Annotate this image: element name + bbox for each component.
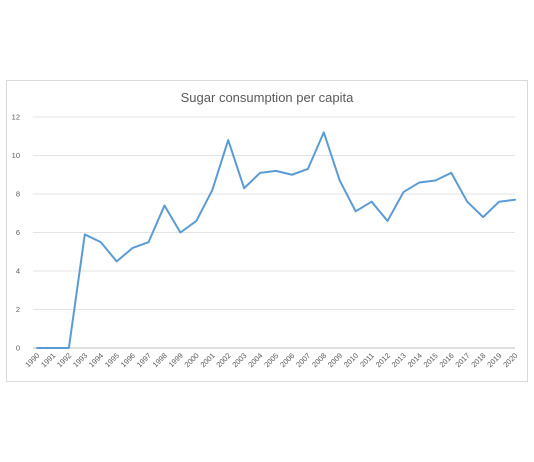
x-tick-label: 1996 bbox=[119, 351, 137, 369]
data-point bbox=[275, 170, 277, 172]
x-tick-label: 1997 bbox=[135, 351, 153, 369]
data-point bbox=[466, 201, 468, 203]
data-point bbox=[498, 201, 500, 203]
x-tick-label: 2013 bbox=[390, 351, 408, 369]
x-tick-label: 2020 bbox=[501, 351, 519, 369]
y-tick-label: 2 bbox=[16, 305, 20, 314]
x-tick-label: 2004 bbox=[246, 351, 264, 369]
data-point bbox=[195, 220, 197, 222]
data-point bbox=[115, 260, 117, 262]
x-tick-label: 1993 bbox=[71, 351, 89, 369]
y-tick-label: 10 bbox=[12, 151, 20, 160]
x-tick-label: 2014 bbox=[406, 351, 424, 369]
data-point bbox=[307, 168, 309, 170]
data-point bbox=[450, 172, 452, 174]
chart-area bbox=[6, 80, 528, 382]
x-axis: 1990199119921993199419951996199719981999… bbox=[23, 351, 519, 369]
x-tick-label: 2016 bbox=[438, 351, 456, 369]
gridlines bbox=[33, 116, 515, 349]
data-point bbox=[100, 241, 102, 243]
x-tick-label: 1999 bbox=[167, 351, 185, 369]
x-tick-label: 2008 bbox=[310, 351, 328, 369]
data-point bbox=[291, 174, 293, 176]
x-tick-label: 2019 bbox=[485, 351, 503, 369]
x-tick-label: 2000 bbox=[183, 351, 201, 369]
data-point bbox=[211, 189, 213, 191]
data-point bbox=[68, 347, 70, 349]
data-point bbox=[402, 191, 404, 193]
x-tick-label: 1998 bbox=[151, 351, 169, 369]
y-tick-label: 4 bbox=[16, 267, 20, 276]
y-tick-label: 6 bbox=[16, 228, 20, 237]
x-tick-label: 1992 bbox=[55, 351, 73, 369]
data-point bbox=[339, 179, 341, 181]
series-line bbox=[36, 131, 516, 349]
data-point bbox=[131, 247, 133, 249]
data-point bbox=[354, 210, 356, 212]
x-tick-label: 1995 bbox=[103, 351, 121, 369]
x-tick-label: 2006 bbox=[278, 351, 296, 369]
data-point bbox=[386, 220, 388, 222]
data-point bbox=[227, 139, 229, 141]
x-tick-label: 2005 bbox=[262, 351, 280, 369]
x-tick-label: 1994 bbox=[87, 351, 105, 369]
y-tick-label: 12 bbox=[12, 113, 20, 122]
data-point bbox=[52, 347, 54, 349]
x-tick-label: 2007 bbox=[294, 351, 312, 369]
data-point bbox=[370, 201, 372, 203]
data-point bbox=[434, 179, 436, 181]
x-tick-label: 1991 bbox=[39, 351, 57, 369]
x-tick-label: 2003 bbox=[230, 351, 248, 369]
x-tick-label: 2002 bbox=[214, 351, 232, 369]
y-axis: 0 2 4 6 8 10 12 bbox=[12, 113, 20, 353]
data-point bbox=[243, 187, 245, 189]
y-tick-label: 8 bbox=[16, 190, 20, 199]
x-tick-label: 2015 bbox=[422, 351, 440, 369]
x-tick-label: 2009 bbox=[326, 351, 344, 369]
x-tick-label: 1990 bbox=[23, 351, 41, 369]
x-tick-label: 2018 bbox=[469, 351, 487, 369]
x-tick-label: 2012 bbox=[374, 351, 392, 369]
data-point bbox=[323, 131, 325, 133]
data-point bbox=[179, 231, 181, 233]
data-point bbox=[418, 181, 420, 183]
series-lines bbox=[36, 131, 516, 349]
chart-title: Sugar consumption per capita bbox=[180, 90, 354, 105]
data-point bbox=[482, 216, 484, 218]
data-point bbox=[147, 241, 149, 243]
data-point bbox=[84, 233, 86, 235]
data-point bbox=[36, 347, 38, 349]
x-tick-label: 2017 bbox=[453, 351, 471, 369]
data-point bbox=[259, 172, 261, 174]
x-tick-label: 2001 bbox=[199, 351, 217, 369]
data-point bbox=[514, 199, 516, 201]
data-point bbox=[163, 204, 165, 206]
y-tick-label: 0 bbox=[16, 344, 20, 353]
x-tick-label: 2011 bbox=[358, 351, 376, 369]
x-tick-label: 2010 bbox=[342, 351, 360, 369]
